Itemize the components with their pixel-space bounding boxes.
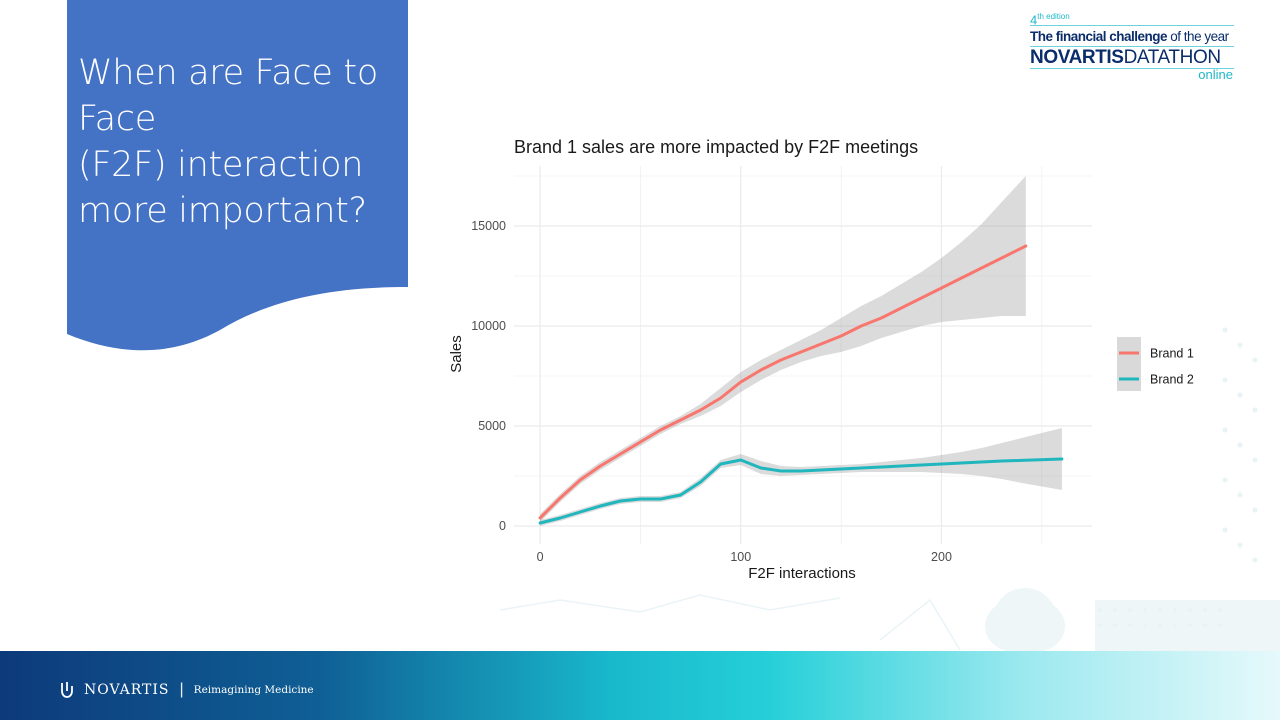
x-tick-label: 0 (537, 550, 544, 564)
y-tick-label: 0 (499, 519, 506, 533)
footer-company: NOVARTIS (84, 682, 170, 698)
logo-divider (1030, 46, 1234, 47)
confidence-bands (540, 176, 1062, 526)
novartis-flame-icon (61, 682, 73, 698)
logo-divider (1030, 25, 1234, 26)
footer-slogan: Reimagining Medicine (193, 684, 314, 696)
y-tick-label: 15000 (471, 219, 506, 233)
slide-title: When are Face to Face (F2F) interaction … (78, 53, 378, 231)
y-tick-label: 5000 (478, 419, 506, 433)
confidence-band-2 (540, 428, 1062, 526)
sales-chart: Brand 1 sales are more impacted by F2F m… (448, 137, 1194, 582)
x-tick-label: 200 (931, 550, 952, 564)
footer-separator: | (179, 681, 184, 698)
footer-band (0, 651, 1280, 720)
y-axis-ticks: 0 5000 10000 15000 (471, 219, 506, 533)
novartis-footer-logo: NOVARTIS | Reimagining Medicine (58, 679, 314, 701)
chart-title: Brand 1 sales are more impacted by F2F m… (514, 137, 918, 157)
chart-grid (514, 166, 1092, 544)
y-tick-label: 10000 (471, 319, 506, 333)
legend-label-2: Brand 2 (1150, 373, 1194, 387)
logo-tagline: The financial challenge of the year (1030, 29, 1229, 44)
series-line-2 (538, 457, 1064, 525)
y-axis-title: Sales (448, 335, 465, 373)
logo-online: online (1198, 67, 1233, 82)
logo-brand: NOVARTISDATATHON (1030, 47, 1221, 68)
series-lines (538, 244, 1064, 525)
x-tick-label: 100 (730, 550, 751, 564)
legend-key-background (1117, 337, 1141, 391)
confidence-band-1 (540, 176, 1026, 522)
logo-divider (1030, 68, 1234, 69)
x-axis-title: F2F interactions (748, 565, 856, 582)
datathon-logo: 4th edition The financial challenge of t… (1000, 12, 1240, 87)
edition-label: 4th edition (1030, 12, 1070, 28)
legend-label-1: Brand 1 (1150, 347, 1194, 361)
chart-legend: Brand 1 Brand 2 (1117, 337, 1194, 391)
x-axis-ticks: 0 100 200 (537, 550, 952, 564)
series-line-1 (538, 244, 1028, 520)
